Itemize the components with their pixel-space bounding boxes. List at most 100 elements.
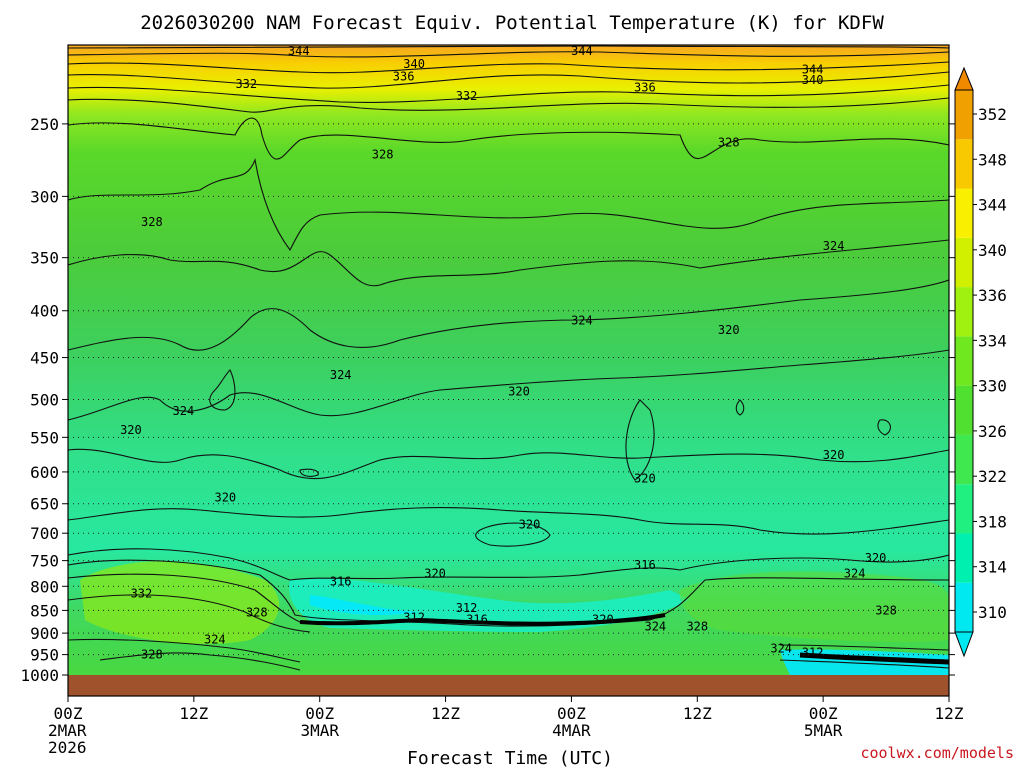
contour-label: 320 — [120, 423, 142, 437]
colorbar-segment — [955, 237, 973, 288]
x-tick-label: 00Z — [557, 704, 586, 723]
y-tick-label: 600 — [30, 463, 59, 482]
moist-layer-850 — [289, 578, 690, 632]
contour-label: 316 — [634, 558, 656, 572]
contour-label: 320 — [865, 551, 887, 565]
colorbar-segment — [955, 90, 973, 140]
warm-pocket-east — [679, 571, 949, 642]
y-tick-label: 450 — [30, 349, 59, 368]
contour-label: 312 — [403, 610, 425, 624]
contour-label: 312 — [456, 601, 478, 615]
y-tick-label: 650 — [30, 495, 59, 514]
colorbar-label: 340 — [978, 241, 1007, 260]
contour-label: 328 — [686, 619, 708, 633]
x-axis-label: Forecast Time (UTC) — [407, 748, 613, 768]
contour-lines — [68, 45, 949, 671]
contour-label: 328 — [141, 648, 163, 662]
x-tick-label: 4MAR — [552, 721, 591, 740]
colorbar-label: 336 — [978, 286, 1007, 305]
colorbar-segment — [955, 582, 973, 632]
x-tick-label: 00Z — [54, 704, 83, 723]
contour-label: 324 — [844, 567, 866, 581]
y-tick-label: 700 — [30, 524, 59, 543]
contour-label: 320 — [519, 518, 541, 532]
contour-label: 328 — [372, 147, 394, 161]
contour-label: 324 — [330, 368, 352, 382]
colorbar-segment — [955, 139, 973, 189]
y-tick-label: 500 — [30, 390, 59, 409]
colorbar-max-arrow — [954, 66, 974, 91]
inversion-band-2 — [799, 652, 949, 665]
cold-pocket-850 — [310, 595, 420, 616]
colorbar-segment — [955, 533, 973, 583]
contour-label: 340 — [403, 57, 425, 71]
contour-label: 344 — [571, 44, 593, 58]
contour-label: 328 — [875, 603, 897, 617]
contour-label: 320 — [508, 384, 530, 398]
contour-label: 320 — [214, 491, 236, 505]
colorbar-label: 334 — [978, 331, 1007, 350]
x-tick-label: 12Z — [935, 704, 964, 723]
contour-label: 328 — [141, 215, 163, 229]
colorbar-label: 314 — [978, 558, 1007, 577]
contour-labels: 344 3443443403403363363323323283283283243… — [120, 44, 897, 662]
colorbar-frame — [954, 89, 974, 633]
contour-label: 332 — [456, 89, 478, 103]
contour-label: 320 — [424, 567, 446, 581]
colorbar-segment — [955, 336, 973, 386]
colorbar-segment — [955, 385, 973, 435]
contour-label: 316 — [330, 574, 352, 588]
colorbar-label: 322 — [978, 467, 1007, 486]
colorbar-min-arrow — [954, 631, 974, 658]
x-tick-label: 2026 — [48, 738, 87, 757]
contour-label: 324 — [770, 641, 792, 655]
contour-label: 340 — [802, 73, 824, 87]
y-tick-label: 850 — [30, 601, 59, 620]
colorbar-segment — [955, 287, 973, 337]
credit-text: coolwx.com/models — [860, 744, 1014, 762]
contour-label: 332 — [131, 587, 153, 601]
plot-field: 344 3443443403403363363323323283283283243… — [68, 44, 949, 675]
warm-pocket-west — [80, 561, 280, 644]
contour-label: 312 — [802, 646, 824, 660]
y-tick-label: 1000 — [20, 666, 59, 685]
x-tick-label: 12Z — [683, 704, 712, 723]
contour-label: 320 — [634, 471, 656, 485]
chart-title: 2026030200 NAM Forecast Equiv. Potential… — [140, 12, 884, 34]
contour-label: 316 — [466, 613, 488, 627]
contour-label: 344 — [802, 62, 824, 76]
colorbar: 310 314 318 322 326 330 334 336 340 344 348 352 — [954, 66, 1007, 658]
contour-label: 320 — [823, 448, 845, 462]
y-tick-label: 950 — [30, 646, 59, 665]
contour-label: 324 — [571, 314, 593, 328]
contour-label: 324 — [173, 404, 195, 418]
contour-label: 328 — [246, 606, 268, 620]
contour-label: 320 — [592, 613, 614, 627]
contour-label: 324 — [644, 619, 666, 633]
contour-label: 324 — [823, 239, 845, 253]
y-tick-label: 400 — [30, 302, 59, 321]
colorbar-label: 348 — [978, 150, 1007, 169]
colorbar-label: 330 — [978, 377, 1007, 396]
x-tick-label: 00Z — [305, 704, 334, 723]
colorbar-label: 310 — [978, 603, 1007, 622]
contour-label: 336 — [393, 70, 415, 84]
y-tick-label: 550 — [30, 428, 59, 447]
ground-surface — [68, 675, 949, 696]
contour-label: 320 — [718, 323, 740, 337]
y-tick-label: 300 — [30, 187, 59, 206]
contour-label: 344 — [288, 44, 310, 58]
y-tick-label: 800 — [30, 577, 59, 596]
x-tick-label: 12Z — [179, 704, 208, 723]
plot-frame — [67, 44, 950, 697]
x-tick-label: 00Z — [809, 704, 838, 723]
pressure-gridlines — [68, 123, 949, 656]
contour-label: 336 — [634, 80, 656, 94]
colorbar-label: 326 — [978, 422, 1007, 441]
colorbar-label: 344 — [978, 196, 1007, 215]
contour-label: 332 — [235, 77, 257, 91]
x-tick-label: 12Z — [431, 704, 460, 723]
x-tick-label: 2MAR — [48, 721, 87, 740]
